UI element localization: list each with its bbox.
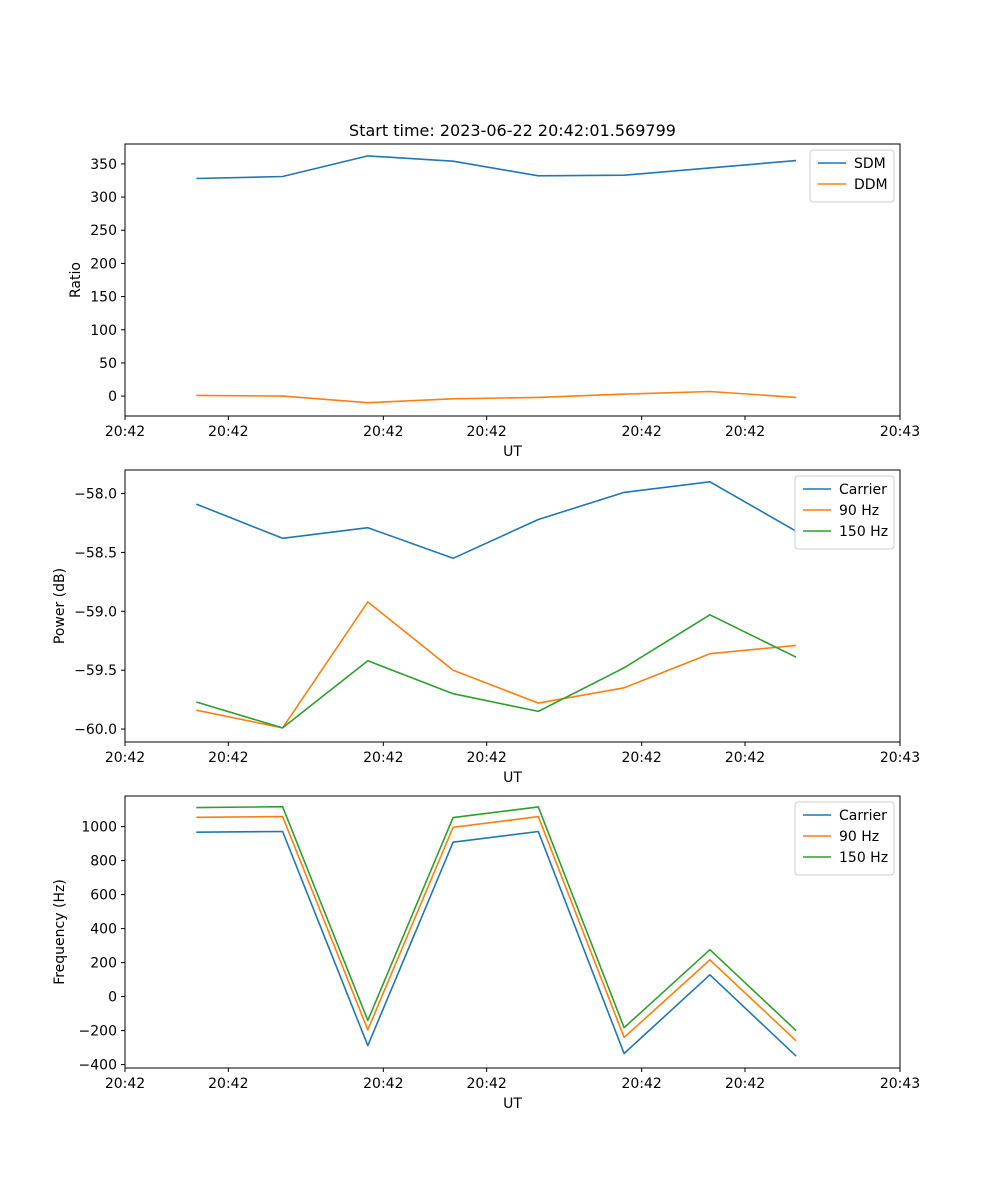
y-tick-label: −400 [79,1058,117,1074]
y-tick-label: 600 [90,888,117,904]
x-tick-label: 20:42 [105,750,145,766]
x-tick-label: 20:42 [363,424,403,440]
legend: Carrier 90 Hz 150 Hz [794,475,895,550]
axes-frame [124,469,901,743]
y-tick-label: 100 [90,323,117,339]
y-tick-label: 200 [90,956,117,972]
series-line-carrier [196,830,797,1057]
y-tick-label: −200 [79,1024,117,1040]
x-axis-label: UT [503,444,522,460]
x-tick-label: 20:42 [363,750,403,766]
y-tick-label: 0 [108,990,117,1006]
axes-frame [124,795,901,1069]
y-axis-label: Ratio [68,262,84,298]
series-line-carrier [196,480,797,560]
series-line-90-hz [196,815,797,1042]
y-tick-label: 0 [108,389,117,405]
x-tick-label: 20:42 [105,424,145,440]
y-tick-label: −58.0 [74,487,117,503]
x-tick-label: 20:42 [208,1076,248,1092]
legend-label: 150 Hz [839,524,888,540]
legend-label: 90 Hz [839,829,879,845]
axes-frame [124,143,901,417]
x-tick-label: 20:42 [208,424,248,440]
x-tick-label: 20:42 [466,424,506,440]
y-tick-label: 1000 [81,820,117,836]
series-line-150-hz [196,805,797,1032]
y-tick-label: −60.0 [74,722,117,738]
series-line-90-hz [196,601,797,729]
series-line-150-hz [196,613,797,729]
legend-label: 90 Hz [839,503,879,519]
y-tick-label: 400 [90,922,117,938]
legend-label: Carrier [839,808,887,824]
legend-label: 150 Hz [839,850,888,866]
y-tick-label: −59.0 [74,604,117,620]
subplot-1: Start time: 2023-06-22 20:42:01.569799 20… [68,121,920,460]
x-tick-label: 20:42 [363,1076,403,1092]
y-tick-label: 350 [90,157,117,173]
series-line-ddm [196,390,797,404]
subplot-3: 20:42 20:42 20:42 20:42 20:42 20:42 20:43 −400 −… [52,795,920,1112]
y-tick-label: 800 [90,854,117,870]
legend: SDM DDM [809,149,895,203]
x-tick-label: 20:42 [466,1076,506,1092]
legend-label: Carrier [839,482,887,498]
x-tick-label: 20:42 [725,1076,765,1092]
y-tick-label: 200 [90,256,117,272]
x-tick-label: 20:42 [105,1076,145,1092]
x-tick-label: 20:43 [880,750,920,766]
legend-label: DDM [854,177,888,193]
y-tick-label: −58.5 [74,545,117,561]
subplot-2: 20:42 20:42 20:42 20:42 20:42 20:42 20:43 −60.0… [52,469,920,786]
x-tick-label: 20:43 [880,424,920,440]
x-tick-label: 20:42 [621,750,661,766]
y-tick-label: 300 [90,190,117,206]
x-axis-label: UT [503,770,522,786]
y-tick-label: 150 [90,290,117,306]
y-tick-label: −59.5 [74,663,117,679]
x-tick-label: 20:42 [725,750,765,766]
x-tick-label: 20:42 [621,1076,661,1092]
series-line-sdm [196,155,797,180]
x-tick-label: 20:42 [725,424,765,440]
chart-title: Start time: 2023-06-22 20:42:01.569799 [349,121,676,140]
x-axis-label: UT [503,1096,522,1112]
x-tick-label: 20:42 [621,424,661,440]
y-tick-label: 250 [90,223,117,239]
x-tick-label: 20:42 [208,750,248,766]
y-axis-label: Power (dB) [52,568,68,644]
x-tick-label: 20:42 [466,750,506,766]
legend-label: SDM [854,156,886,172]
x-tick-label: 20:43 [880,1076,920,1092]
y-axis-label: Frequency (Hz) [52,879,68,985]
y-tick-label: 50 [99,356,117,372]
legend: Carrier 90 Hz 150 Hz [794,801,895,876]
